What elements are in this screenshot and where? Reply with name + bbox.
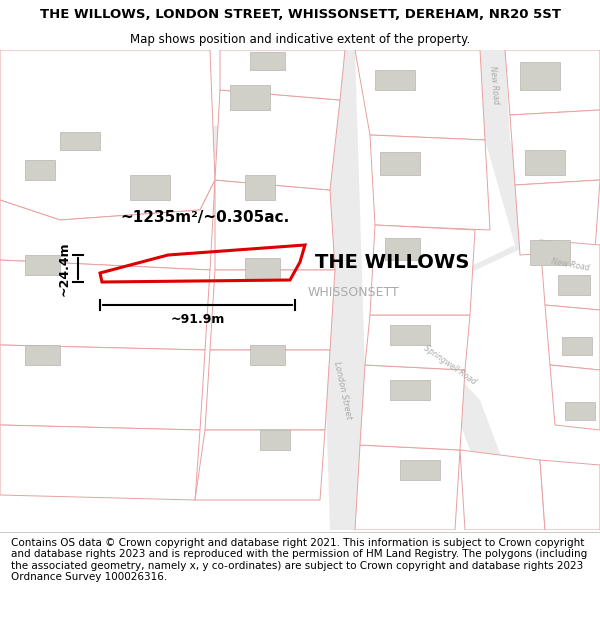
Polygon shape bbox=[558, 275, 590, 295]
Polygon shape bbox=[215, 90, 340, 190]
Polygon shape bbox=[355, 50, 485, 140]
Polygon shape bbox=[245, 258, 280, 280]
Polygon shape bbox=[130, 175, 170, 200]
Polygon shape bbox=[60, 132, 100, 150]
Polygon shape bbox=[0, 180, 215, 270]
Polygon shape bbox=[485, 140, 540, 245]
Polygon shape bbox=[460, 450, 545, 530]
Text: ~91.9m: ~91.9m bbox=[170, 313, 224, 326]
Polygon shape bbox=[0, 100, 245, 160]
Polygon shape bbox=[370, 240, 540, 315]
Polygon shape bbox=[540, 240, 600, 310]
Polygon shape bbox=[25, 255, 60, 275]
Text: THE WILLOWS, LONDON STREET, WHISSONSETT, DEREHAM, NR20 5ST: THE WILLOWS, LONDON STREET, WHISSONSETT,… bbox=[40, 8, 560, 21]
Polygon shape bbox=[315, 50, 370, 530]
Polygon shape bbox=[195, 430, 325, 500]
Polygon shape bbox=[515, 180, 600, 255]
Polygon shape bbox=[355, 445, 460, 530]
Text: London Street: London Street bbox=[332, 360, 353, 420]
Polygon shape bbox=[525, 150, 565, 175]
Polygon shape bbox=[370, 135, 490, 230]
Polygon shape bbox=[545, 305, 600, 370]
Text: ~24.4m: ~24.4m bbox=[58, 241, 71, 296]
Polygon shape bbox=[210, 270, 335, 350]
Polygon shape bbox=[245, 175, 275, 200]
Polygon shape bbox=[220, 50, 345, 100]
Polygon shape bbox=[540, 460, 600, 530]
Polygon shape bbox=[250, 345, 285, 365]
Polygon shape bbox=[360, 365, 465, 450]
Polygon shape bbox=[562, 337, 592, 355]
Polygon shape bbox=[0, 345, 205, 430]
Text: THE WILLOWS: THE WILLOWS bbox=[315, 254, 469, 272]
Text: New Road: New Road bbox=[488, 66, 500, 104]
Text: New Road: New Road bbox=[550, 258, 590, 272]
Polygon shape bbox=[0, 260, 210, 350]
Polygon shape bbox=[390, 380, 430, 400]
Polygon shape bbox=[260, 430, 290, 450]
Polygon shape bbox=[0, 425, 200, 500]
Polygon shape bbox=[530, 240, 570, 265]
Polygon shape bbox=[230, 85, 270, 110]
Polygon shape bbox=[365, 315, 470, 370]
Text: Contains OS data © Crown copyright and database right 2021. This information is : Contains OS data © Crown copyright and d… bbox=[11, 538, 587, 582]
Polygon shape bbox=[510, 110, 600, 185]
Text: Springwell Road: Springwell Road bbox=[422, 344, 478, 386]
Text: ~1235m²/~0.305ac.: ~1235m²/~0.305ac. bbox=[120, 210, 289, 225]
Polygon shape bbox=[25, 160, 55, 180]
Polygon shape bbox=[205, 350, 330, 430]
Polygon shape bbox=[505, 50, 600, 115]
Polygon shape bbox=[250, 52, 285, 70]
Text: WHISSONSETT: WHISSONSETT bbox=[308, 286, 400, 299]
Polygon shape bbox=[520, 62, 560, 90]
Polygon shape bbox=[375, 70, 415, 90]
Polygon shape bbox=[385, 238, 420, 260]
Polygon shape bbox=[550, 365, 600, 430]
Polygon shape bbox=[400, 460, 440, 480]
Polygon shape bbox=[370, 225, 475, 315]
Polygon shape bbox=[370, 310, 480, 410]
Polygon shape bbox=[215, 180, 335, 270]
Polygon shape bbox=[480, 50, 510, 140]
Polygon shape bbox=[0, 140, 245, 200]
Polygon shape bbox=[455, 400, 510, 490]
Polygon shape bbox=[380, 152, 420, 175]
Polygon shape bbox=[25, 345, 60, 365]
Polygon shape bbox=[390, 325, 430, 345]
Text: Map shows position and indicative extent of the property.: Map shows position and indicative extent… bbox=[130, 32, 470, 46]
Polygon shape bbox=[0, 50, 215, 220]
Polygon shape bbox=[565, 402, 595, 420]
